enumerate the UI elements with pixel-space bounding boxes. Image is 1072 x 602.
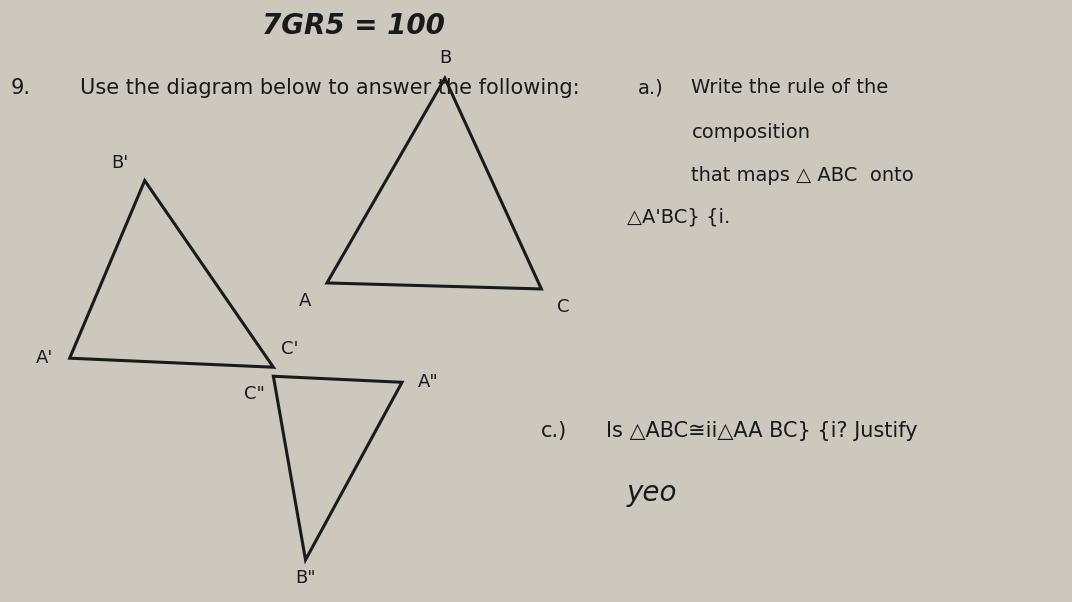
Text: A': A' [36,349,54,367]
Text: a.): a.) [638,78,664,98]
Text: 9.: 9. [11,78,31,98]
Text: C: C [557,298,570,316]
Text: B': B' [111,154,129,172]
Text: △A'BC} {i.: △A'BC} {i. [627,208,730,227]
Text: A: A [298,292,311,310]
Text: c.): c.) [541,421,567,441]
Text: that maps △ ABC  onto: that maps △ ABC onto [691,166,914,185]
Text: Is △ABC≅ii△AA BC} {i? Justify: Is △ABC≅ii△AA BC} {i? Justify [606,421,918,441]
Text: B: B [438,49,451,67]
Text: B": B" [295,569,316,587]
Text: C': C' [281,340,299,358]
Text: yeo: yeo [627,479,678,507]
Text: A": A" [418,373,438,391]
Text: Write the rule of the: Write the rule of the [691,78,889,98]
Text: 7GR5 = 100: 7GR5 = 100 [263,12,445,40]
Text: composition: composition [691,123,810,143]
Text: C": C" [244,385,266,403]
Text: Use the diagram below to answer the following:: Use the diagram below to answer the foll… [80,78,580,98]
